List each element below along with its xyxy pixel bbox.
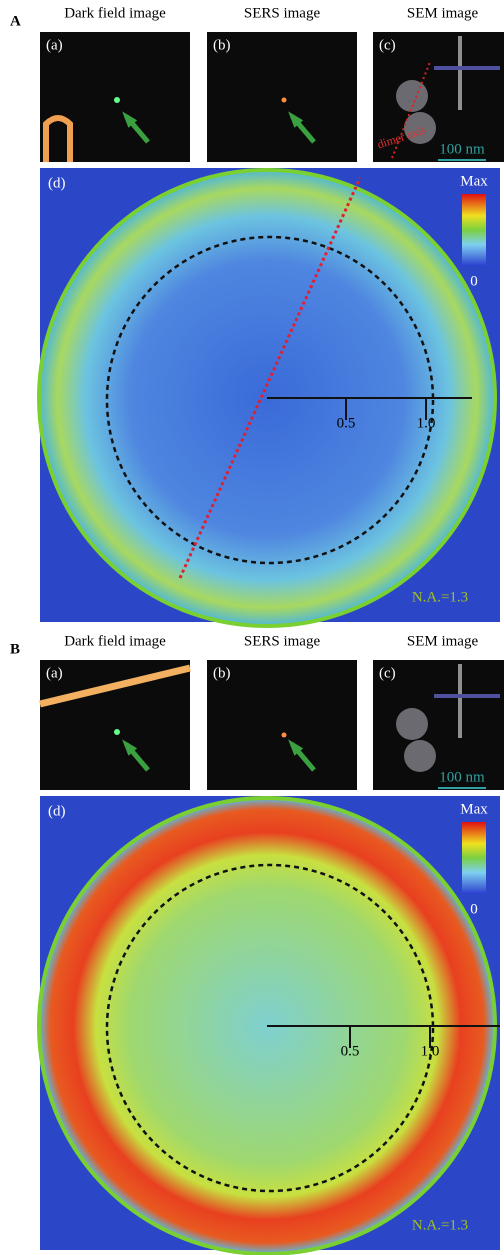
image-label: (c) bbox=[379, 665, 396, 681]
colorbar-max: Max bbox=[460, 801, 488, 817]
image-label: (a) bbox=[46, 37, 63, 53]
panel-label: B bbox=[10, 641, 20, 657]
colorbar-max: Max bbox=[460, 173, 488, 189]
image-label: (b) bbox=[213, 665, 231, 681]
aperture-label: N.A.=1.3 bbox=[412, 1217, 468, 1233]
radial-tick-label: 1.0 bbox=[417, 415, 436, 431]
panel-label: A bbox=[10, 13, 21, 29]
particle bbox=[114, 97, 120, 103]
colorbar-min: 0 bbox=[470, 273, 478, 289]
image-header: Dark field image bbox=[64, 5, 166, 21]
aperture-label: N.A.=1.3 bbox=[412, 589, 468, 605]
image-label: (b) bbox=[213, 37, 231, 53]
image-header: SEM image bbox=[407, 633, 479, 649]
image-header: SERS image bbox=[244, 5, 321, 21]
scale-bar-label: 100 nm bbox=[439, 769, 485, 785]
map-label: (d) bbox=[48, 175, 66, 191]
image-label: (a) bbox=[46, 665, 63, 681]
figure: ADark field imageSERS imageSEM imagedime… bbox=[0, 0, 504, 1255]
image-header: SEM image bbox=[407, 5, 479, 21]
colorbar bbox=[462, 194, 486, 266]
image-label: (c) bbox=[379, 37, 396, 53]
dimer-particle bbox=[396, 80, 428, 112]
map-label: (d) bbox=[48, 803, 66, 819]
particle bbox=[282, 98, 287, 103]
image-header: SERS image bbox=[244, 633, 321, 649]
scale-bar-label: 100 nm bbox=[439, 141, 485, 157]
colorbar bbox=[462, 822, 486, 894]
dimer-particle bbox=[404, 740, 436, 772]
radial-tick-label: 0.5 bbox=[337, 415, 356, 431]
radial-tick-label: 0.5 bbox=[341, 1043, 360, 1059]
radial-tick-label: 1.0 bbox=[421, 1043, 440, 1059]
dimer-particle bbox=[396, 708, 428, 740]
particle bbox=[114, 729, 120, 735]
colorbar-min: 0 bbox=[470, 901, 478, 917]
particle bbox=[282, 733, 287, 738]
image-header: Dark field image bbox=[64, 633, 166, 649]
